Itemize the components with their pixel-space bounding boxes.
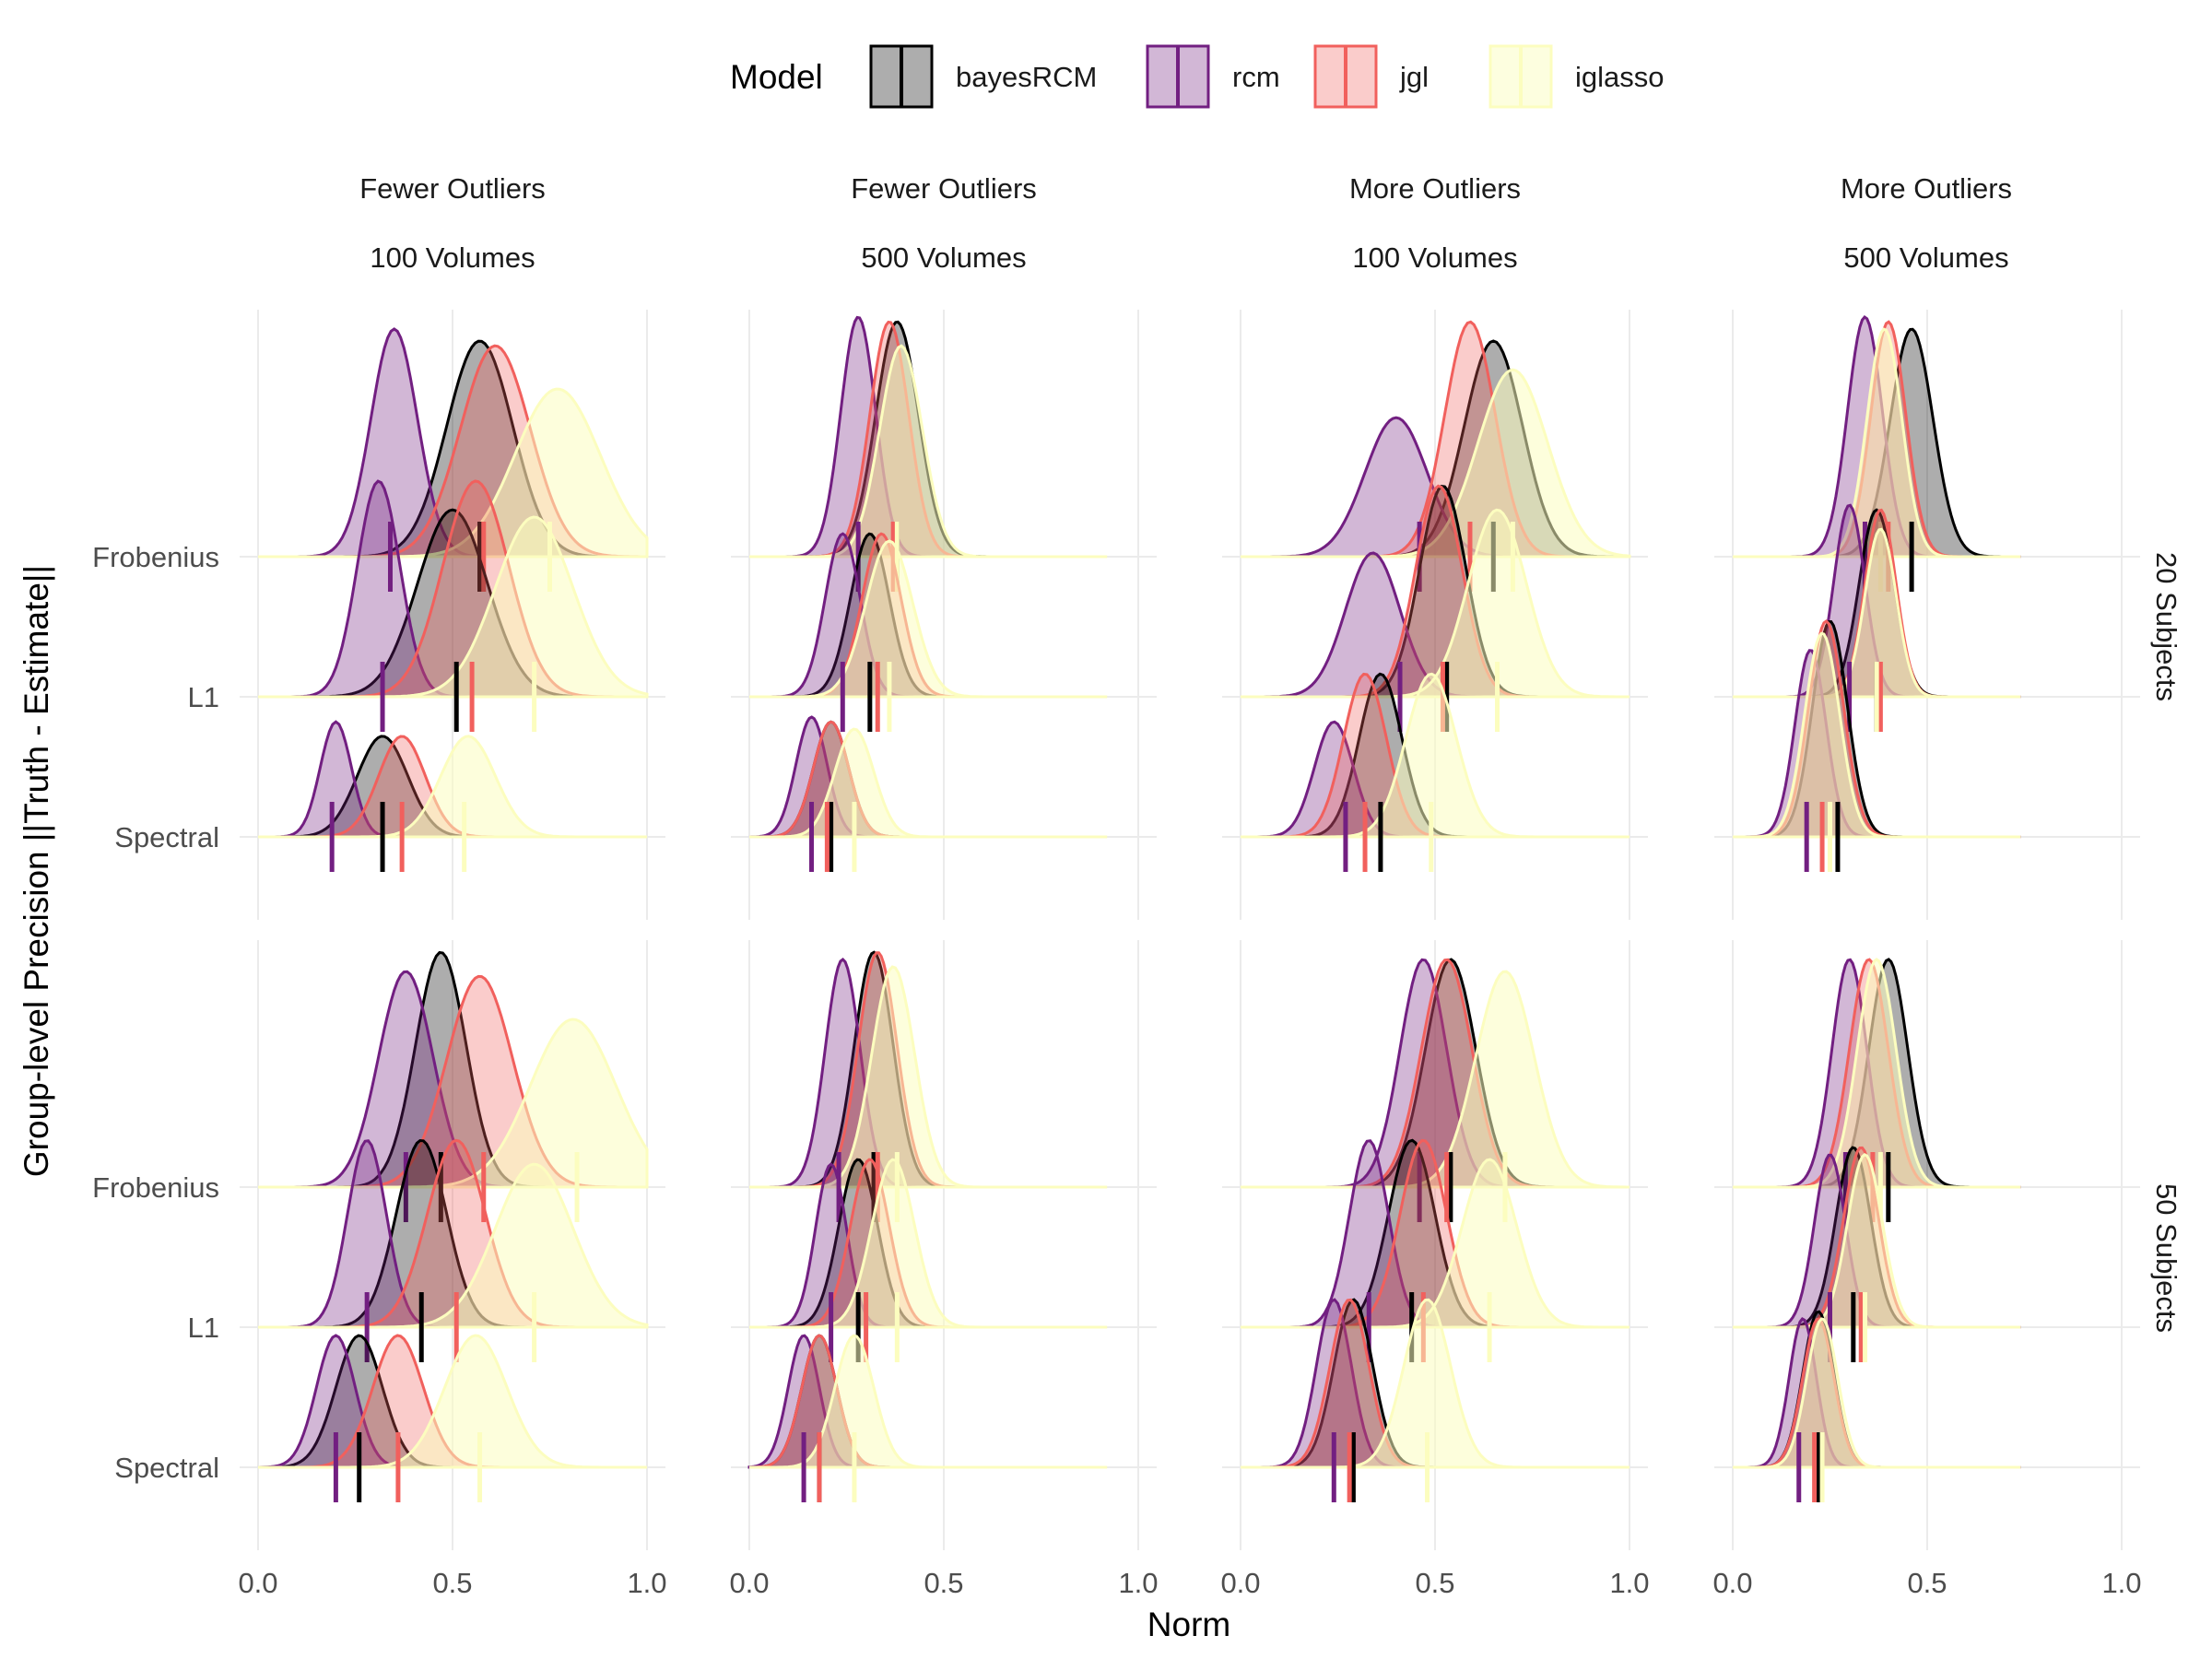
density-l1-iglasso	[1733, 1153, 2021, 1329]
panel-20-subjects-fewer-outliers-500-volumes	[731, 310, 1157, 920]
y-tick-spectral-row-2: Spectral	[114, 1452, 219, 1484]
panel-20-subjects-more-outliers-500-volumes	[1714, 310, 2140, 920]
x-tick-0-5-col-4: 0.5	[1907, 1567, 1947, 1599]
density-spectral-iglasso	[749, 1334, 1108, 1469]
x-tick-0-0-col-4: 0.0	[1712, 1567, 1752, 1599]
legend-item-iglasso: iglasso	[1488, 44, 1665, 109]
y-tick-frobenius-row-2: Frobenius	[92, 1171, 219, 1204]
panel-20-subjects-more-outliers-100-volumes	[1222, 310, 1648, 920]
strip-col-2-line1: Fewer Outliers	[851, 172, 1037, 205]
x-tick-0-5-col-1: 0.5	[432, 1567, 472, 1599]
panel-50-subjects-fewer-outliers-500-volumes	[731, 940, 1157, 1550]
x-tick-0-0-col-1: 0.0	[238, 1567, 277, 1599]
panel-20-subjects-fewer-outliers-100-volumes	[240, 310, 665, 920]
strip-row-1: 20 Subjects	[2150, 552, 2183, 701]
legend-label-jgl: jgl	[1399, 61, 1429, 93]
x-tick-1-0-col-4: 1.0	[2101, 1567, 2141, 1599]
density-frobenius-iglasso	[258, 1018, 649, 1189]
legend: Model bayesRCM rcm jgl iglasso	[730, 44, 1665, 109]
density-l1-iglasso	[1241, 508, 1630, 699]
legend-item-bayesrcm: bayesRCM	[869, 44, 1097, 109]
legend-item-jgl: jgl	[1313, 44, 1429, 109]
strip-col-4-line1: More Outliers	[1841, 172, 2012, 205]
legend-title: Model	[730, 58, 823, 96]
density-spectral-iglasso	[258, 1334, 647, 1469]
density-frobenius-iglasso	[749, 344, 1108, 559]
panel-50-subjects-fewer-outliers-100-volumes	[240, 940, 665, 1550]
strip-row-2: 50 Subjects	[2150, 1183, 2183, 1333]
strip-col-3-line1: More Outliers	[1349, 172, 1521, 205]
strip-col-1-line2: 100 Volumes	[370, 241, 535, 274]
x-tick-labels: 0.0 0.5 1.0 0.0 0.5 1.0 0.0 0.5 1.0 0.0 0.5 1.0	[238, 1567, 2141, 1599]
density-l1-iglasso	[749, 1158, 1108, 1329]
density-spectral-iglasso	[1733, 631, 2021, 839]
legend-label-bayesrcm: bayesRCM	[956, 61, 1097, 93]
density-l1-iglasso	[1733, 527, 2021, 699]
panel-50-subjects-more-outliers-100-volumes	[1222, 940, 1648, 1550]
density-spectral-iglasso	[1241, 672, 1630, 839]
x-tick-0-0-col-3: 0.0	[1220, 1567, 1260, 1599]
density-spectral-iglasso	[1241, 1298, 1630, 1469]
column-strips: Fewer Outliers 100 Volumes Fewer Outlier…	[359, 172, 2012, 274]
x-tick-0-0-col-2: 0.0	[729, 1567, 769, 1599]
panel-50-subjects-more-outliers-500-volumes	[1714, 940, 2140, 1550]
panels	[240, 310, 2140, 1550]
strip-col-1-line1: Fewer Outliers	[359, 172, 546, 205]
y-tick-l1-row-2: L1	[188, 1312, 219, 1344]
strip-col-4-line2: 500 Volumes	[1843, 241, 2008, 274]
y-tick-labels: Frobenius L1 Spectral Frobenius L1 Spectral	[92, 541, 219, 1484]
density-frobenius-iglasso	[1241, 368, 1631, 559]
x-tick-0-5-col-2: 0.5	[924, 1567, 963, 1599]
density-frobenius-iglasso	[258, 387, 649, 559]
legend-item-rcm: rcm	[1146, 44, 1280, 109]
x-tick-1-0-col-1: 1.0	[627, 1567, 666, 1599]
strip-col-3-line2: 100 Volumes	[1352, 241, 1517, 274]
density-frobenius-iglasso	[1733, 958, 2021, 1189]
y-tick-frobenius-row-1: Frobenius	[92, 541, 219, 573]
density-l1-iglasso	[1241, 1158, 1630, 1329]
density-frobenius-iglasso	[1733, 327, 2021, 559]
density-frobenius-iglasso	[749, 965, 1108, 1189]
density-spectral-iglasso	[1733, 1317, 2021, 1469]
y-tick-spectral-row-1: Spectral	[114, 821, 219, 853]
strip-col-2-line2: 500 Volumes	[861, 241, 1026, 274]
x-axis-title: Norm	[1147, 1606, 1230, 1643]
x-tick-1-0-col-2: 1.0	[1118, 1567, 1158, 1599]
density-spectral-iglasso	[258, 735, 647, 839]
y-axis-title: Group-level Precision ||Truth - Estimate…	[18, 565, 55, 1177]
legend-label-rcm: rcm	[1232, 61, 1280, 93]
y-tick-l1-row-1: L1	[188, 681, 219, 713]
x-tick-1-0-col-3: 1.0	[1609, 1567, 1649, 1599]
density-l1-iglasso	[749, 539, 1108, 699]
legend-label-iglasso: iglasso	[1575, 61, 1665, 93]
row-strips: 20 Subjects 50 Subjects	[2150, 552, 2183, 1333]
x-tick-0-5-col-3: 0.5	[1415, 1567, 1454, 1599]
